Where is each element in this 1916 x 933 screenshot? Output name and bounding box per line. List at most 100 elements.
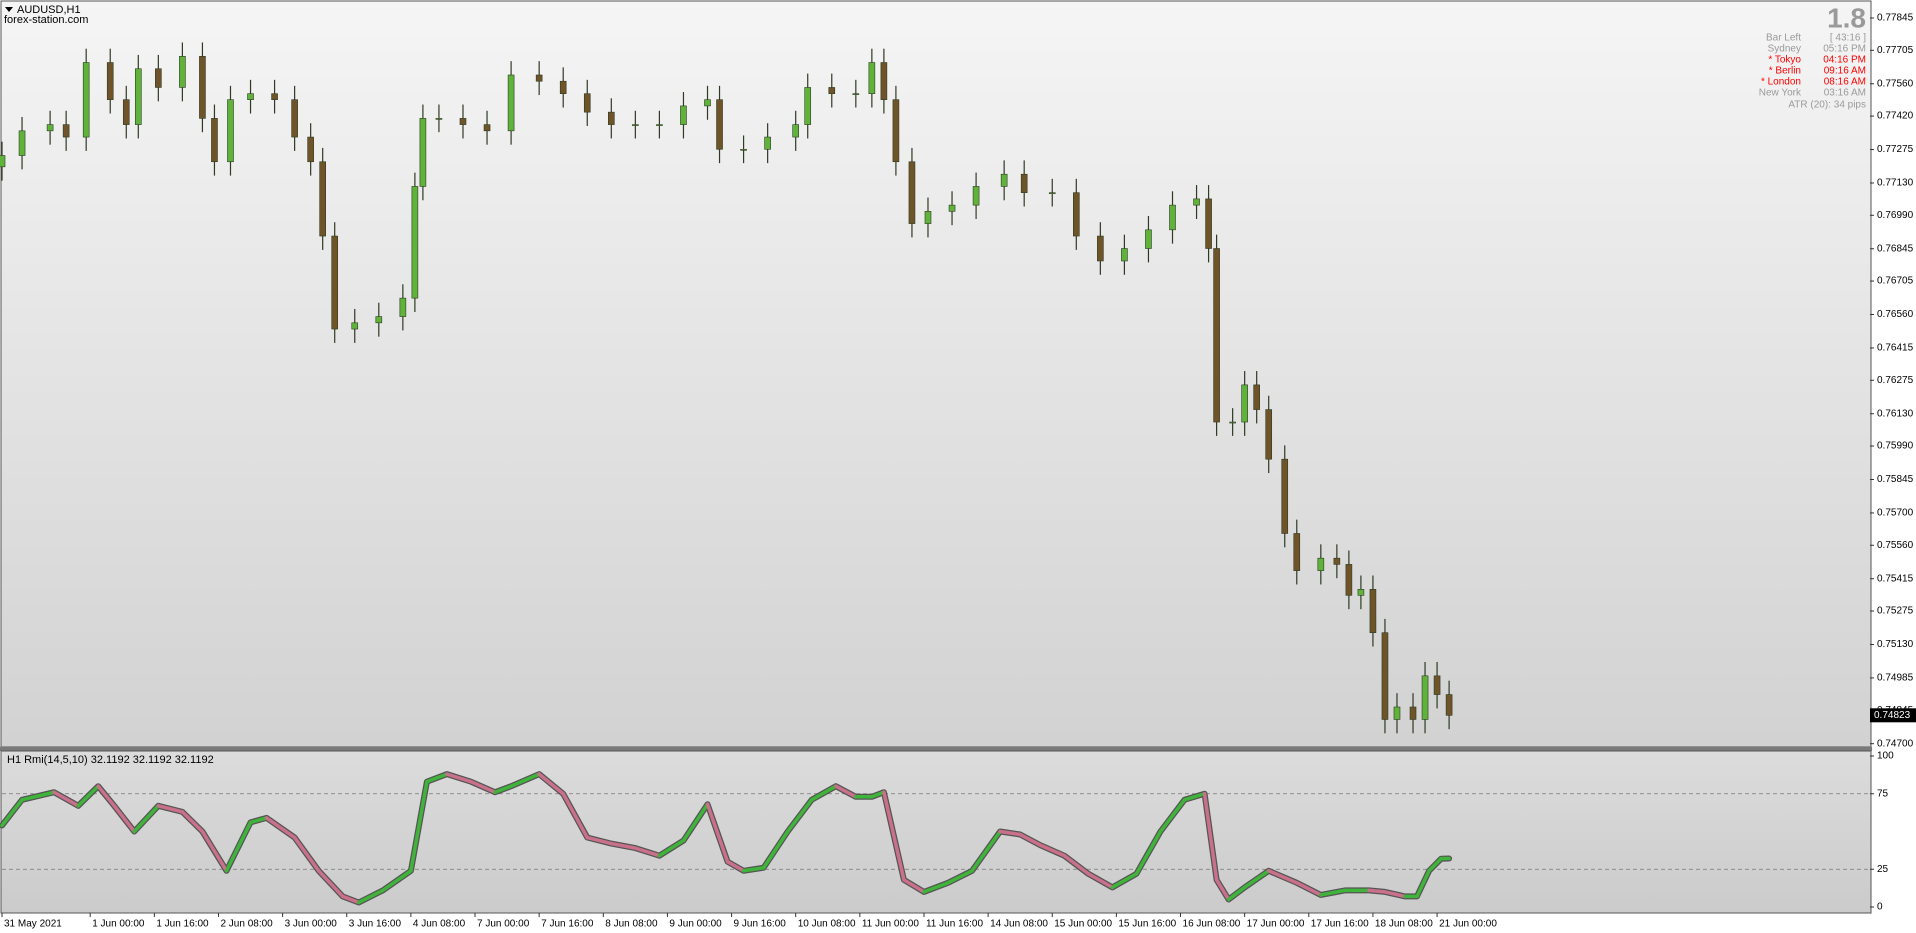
candle-body <box>62 124 70 138</box>
candle-body <box>46 124 54 132</box>
indicator-segment <box>316 869 345 899</box>
indicator-segment <box>469 779 497 794</box>
indicator-segment <box>224 820 253 873</box>
indicator-segment <box>200 829 229 873</box>
indicator-segment <box>1134 829 1163 876</box>
spread-value: 1.8 <box>1827 2 1866 33</box>
indicator-segment <box>1202 792 1219 882</box>
x-tick-label: 2 Jun 08:00 <box>220 919 273 930</box>
candle-body <box>908 161 916 224</box>
y-tick-label: 0.76130 <box>1877 408 1914 419</box>
candle-body <box>868 62 876 94</box>
candle-body <box>507 74 515 132</box>
candle-body <box>411 186 419 299</box>
candle-body <box>211 118 218 163</box>
x-tick-label: 31 May 2021 <box>4 919 62 930</box>
x-tick-label: 1 Jun 00:00 <box>92 919 145 930</box>
candle-body <box>656 124 663 126</box>
candle-body <box>1445 694 1453 716</box>
x-tick-label: 15 Jun 00:00 <box>1054 919 1112 930</box>
indicator-segment <box>180 810 205 834</box>
y-tick-label: 0.76845 <box>1877 243 1914 254</box>
candle-body <box>559 80 567 94</box>
indicator-segment <box>1367 888 1387 894</box>
candle-body <box>632 124 639 126</box>
candle-body <box>1193 198 1200 206</box>
indicator-segment <box>381 869 413 893</box>
indicator-segment <box>657 838 686 858</box>
indicator-segment <box>0 798 24 828</box>
candle-body <box>106 62 114 100</box>
indicator-segment <box>20 790 56 802</box>
candle-body <box>483 124 491 132</box>
candle-body <box>1169 204 1176 231</box>
candle-body <box>1145 229 1152 249</box>
indicator-segment <box>509 772 541 788</box>
indicator-segment <box>96 784 116 808</box>
x-tick-label: 7 Jun 00:00 <box>477 919 530 930</box>
indicator-segment <box>1182 792 1207 802</box>
candle-body <box>247 93 254 100</box>
y-tick-label: 0.77845 <box>1877 13 1914 24</box>
candle-body <box>1121 248 1128 262</box>
x-tick-label: 9 Jun 00:00 <box>669 919 722 930</box>
x-tick-label: 15 Jun 16:00 <box>1118 919 1176 930</box>
candle-body <box>792 124 799 138</box>
candle-body <box>828 87 836 94</box>
candle-body <box>1409 706 1417 720</box>
indicator-segment <box>1427 856 1443 873</box>
x-tick-label: 21 Jun 00:00 <box>1439 919 1497 930</box>
indicator-segment <box>902 878 926 894</box>
candle-body <box>1345 564 1353 596</box>
indicator-segment <box>1214 878 1231 902</box>
indicator-segment <box>1226 885 1247 902</box>
indicator-segment <box>882 790 906 882</box>
indicator-segment <box>761 829 790 870</box>
info-label: * London <box>1761 77 1801 88</box>
candle-body <box>351 322 359 330</box>
x-tick-label: 3 Jun 00:00 <box>285 919 338 930</box>
indicator-segment <box>1295 881 1323 897</box>
indicator-segment <box>809 784 838 802</box>
candle-body <box>1421 675 1429 720</box>
menu-arrow[interactable] <box>5 7 13 12</box>
candle-body <box>892 99 900 163</box>
indicator-segment <box>609 841 638 850</box>
indicator-segment <box>1383 890 1407 899</box>
y-tick-label: 0.76705 <box>1877 276 1914 287</box>
candle-body <box>307 136 314 163</box>
candle-body <box>271 93 278 100</box>
candle-body <box>704 99 711 107</box>
indicator-segment <box>493 784 513 794</box>
indicator-segment <box>785 798 814 834</box>
candle-body <box>716 99 723 150</box>
indicator-segment <box>112 804 137 834</box>
x-tick-label: 9 Jun 16:00 <box>734 919 787 930</box>
candle-body <box>134 68 142 125</box>
candle-body <box>1317 557 1325 571</box>
candle-body <box>331 235 339 330</box>
x-tick-label: 7 Jun 16:00 <box>541 919 594 930</box>
indicator-segment <box>292 835 321 873</box>
indicator-segment <box>1319 888 1347 897</box>
indicator-segment <box>357 888 385 905</box>
candle-body <box>764 136 771 150</box>
indicator-segment <box>537 772 565 796</box>
candle-body <box>1333 557 1341 565</box>
indicator-segment <box>998 829 1022 837</box>
info-value: 03:16 AM <box>1824 88 1866 99</box>
indicator-segment <box>705 802 730 864</box>
y-tick-label: 0.77275 <box>1877 144 1914 155</box>
indicator-segment <box>1086 872 1115 890</box>
indicator-segment <box>409 779 429 873</box>
candle-body <box>227 99 234 163</box>
x-tick-label: 11 Jun 16:00 <box>926 919 984 930</box>
x-tick-label: 11 Jun 00:00 <box>862 919 920 930</box>
info-value: 05:16 PM <box>1823 44 1866 55</box>
candle-body <box>199 56 206 119</box>
info-label: * Berlin <box>1769 66 1801 77</box>
indicator-segment <box>585 835 614 846</box>
candle-body <box>1433 675 1441 695</box>
candle-body <box>179 56 186 88</box>
